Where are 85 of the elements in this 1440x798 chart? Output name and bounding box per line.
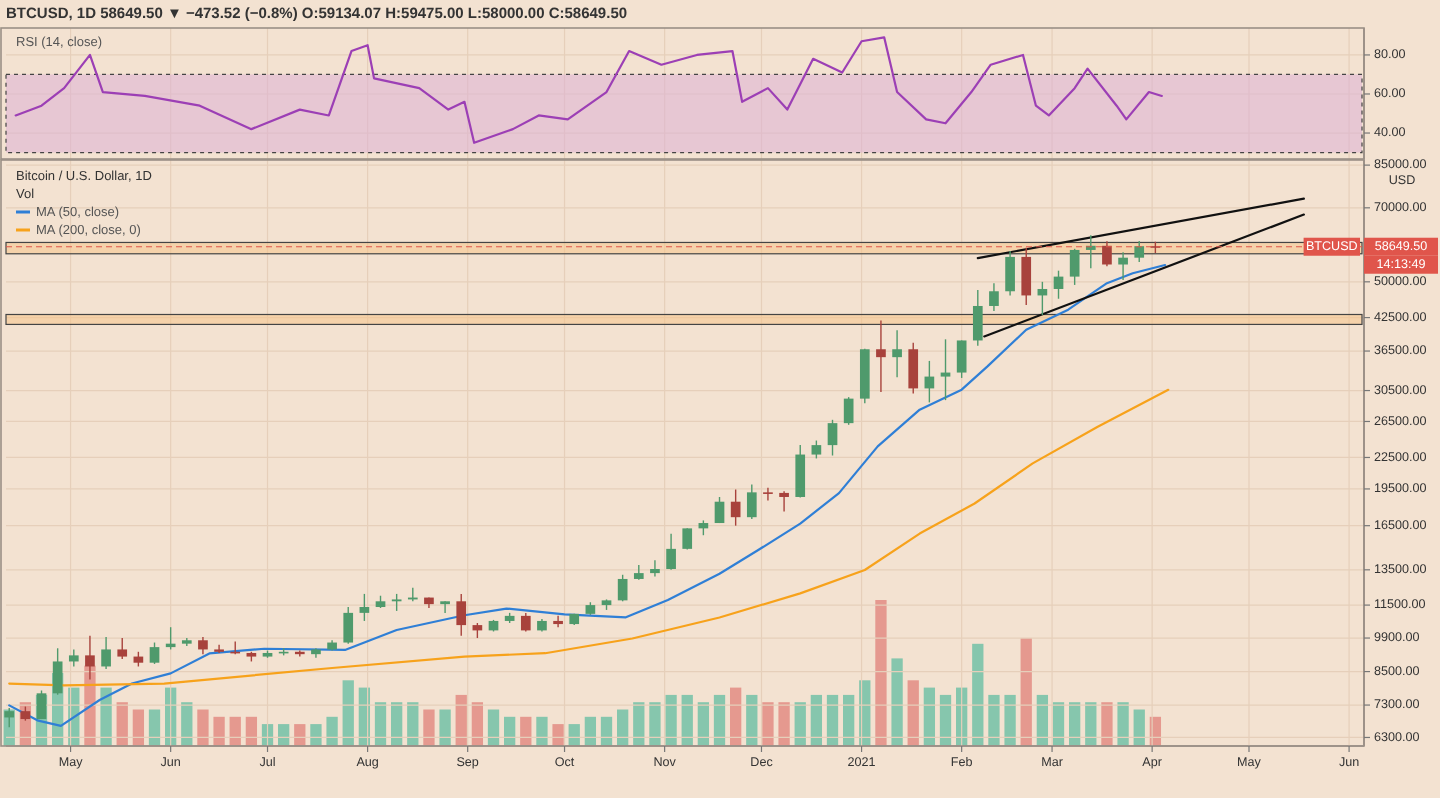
candlestick [892,329,902,378]
bar [552,724,564,746]
candlestick [876,319,886,393]
bar [746,694,758,746]
bar [875,600,887,746]
candlestick [989,282,999,312]
bar [891,658,903,746]
bar [584,716,597,746]
bar [100,687,112,746]
bar [213,716,225,746]
candlestick [520,612,531,633]
candlestick [68,648,79,668]
bar [229,716,241,746]
candlestick [1134,240,1145,263]
candlestick [165,626,176,651]
bar [923,687,936,746]
bar [713,694,726,746]
candlestick [117,637,128,660]
candlestick [714,496,725,524]
bar [1101,702,1113,746]
candlestick [214,644,224,654]
bar [342,680,354,746]
bar [423,709,435,746]
line-series [8,263,1167,727]
candlestick [956,339,967,379]
bar [681,694,693,746]
candlestick [746,483,757,520]
bar [197,709,209,746]
candlestick [666,533,676,571]
bar [310,724,322,746]
candlestick [149,641,160,665]
candlestick [908,342,919,395]
bar [1004,694,1016,746]
candlestick [779,490,789,513]
bar [1117,702,1129,746]
line-series [14,36,1163,144]
bar [148,709,161,746]
candlestick [1118,251,1128,281]
bar [617,709,629,746]
bar [1020,637,1032,746]
bar [487,709,500,746]
bar [455,694,467,746]
candlestick [827,419,838,457]
candlestick [456,593,467,637]
bar [1133,709,1145,746]
bar [600,716,613,746]
candlestick [795,444,806,499]
candlestick [682,527,693,551]
bar [826,694,839,746]
candlestick [972,289,983,347]
candlestick [1021,246,1032,306]
bar [665,694,677,746]
bar [988,694,1000,746]
bar [520,716,532,746]
candlestick [343,606,354,645]
bar [843,694,855,746]
candlestick [763,487,773,502]
bar [907,680,919,746]
candlestick [650,559,660,578]
candlestick [553,615,563,628]
bar [762,702,774,746]
candlestick [730,488,741,527]
candlestick [440,600,450,614]
bar [778,702,790,746]
bar [649,702,661,746]
candlestick [940,338,951,401]
bar [810,694,823,746]
candlestick [617,574,628,602]
bar [245,716,258,746]
bar [972,643,984,746]
candlestick [101,636,111,670]
candlestick [1069,248,1080,286]
candlestick [1102,240,1112,267]
candlestick [1053,269,1064,300]
bar [1036,694,1049,746]
candlestick [1005,250,1015,297]
bar [730,687,742,746]
bar [504,716,516,746]
candlestick [359,593,370,622]
candlestick [843,396,854,426]
bar [132,709,145,746]
bar [326,716,338,746]
bar [536,716,548,746]
bar [439,709,451,746]
bar [939,694,952,746]
